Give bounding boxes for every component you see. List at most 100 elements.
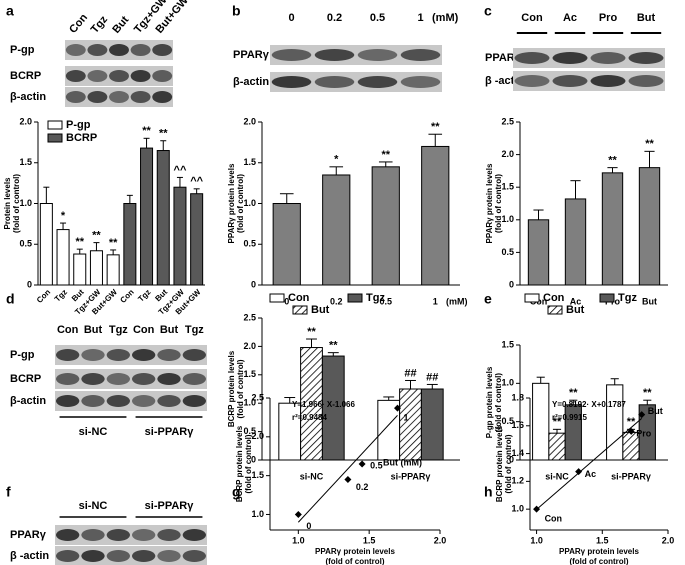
significance-label: ** <box>159 128 168 140</box>
blot-band <box>514 75 550 87</box>
lane-label: Tgz <box>89 13 111 36</box>
group-label: si-PPARγ <box>145 500 195 512</box>
bar <box>638 404 656 461</box>
bar <box>601 172 624 286</box>
blot-band <box>56 395 80 407</box>
y-tick-label: 0.5 <box>243 239 256 249</box>
blot-band <box>152 70 173 82</box>
blot-band <box>56 373 80 385</box>
bar <box>548 432 566 461</box>
legend-label: But <box>311 304 330 316</box>
significance-label: * <box>334 154 339 166</box>
bar <box>527 219 550 286</box>
significance-label: ## <box>426 371 438 383</box>
y-axis-label: (fold of control) <box>494 373 503 432</box>
panel-label: c <box>484 3 492 19</box>
y-tick-label: 0 <box>509 454 514 464</box>
legend-label: Tgz <box>366 292 385 304</box>
point-label: Pro <box>636 429 652 439</box>
data-point <box>575 468 583 476</box>
data-point <box>294 510 302 518</box>
data-point <box>638 411 646 419</box>
blot-band <box>81 373 105 385</box>
bar <box>532 382 550 461</box>
row-label: β -actin <box>10 550 49 562</box>
legend-label: Con <box>288 292 310 304</box>
point-label: 0.5 <box>370 460 383 470</box>
y-tick-label: 1.0 <box>501 214 514 224</box>
bar <box>89 250 103 286</box>
point-label: Con <box>545 514 563 524</box>
y-tick-label: 1.0 <box>243 398 256 408</box>
significance-label: ** <box>142 125 151 137</box>
y-tick-label: 1.4 <box>511 448 524 458</box>
blot-band <box>132 395 156 407</box>
point-label: 0.2 <box>356 482 369 492</box>
bar <box>73 253 87 286</box>
blot-band <box>130 91 151 103</box>
blot-band <box>400 76 441 88</box>
blot-band <box>400 49 441 61</box>
bar <box>321 355 345 461</box>
point-label: 1 <box>404 412 409 422</box>
blot-strip <box>270 45 442 65</box>
y-tick-label: 0.5 <box>19 239 32 249</box>
x-tick-label: Tgz <box>53 288 69 304</box>
y-tick-label: 1.5 <box>501 339 514 349</box>
fit-r2: r²=0.9915 <box>552 413 587 422</box>
blot-band <box>182 529 206 541</box>
y-axis-label: Protein levels <box>3 177 12 230</box>
blot-band <box>109 91 129 103</box>
blot-band <box>357 49 398 61</box>
lane-label: 1 <box>417 12 423 24</box>
row-label: β-actin <box>10 395 46 407</box>
legend-label: Con <box>543 292 565 304</box>
y-tick-label: 1.0 <box>243 198 256 208</box>
blot-band <box>182 550 206 562</box>
fit-equation: Y=1.966· X-1.066 <box>292 400 355 409</box>
fit-r2: r²=0.9484 <box>292 413 327 422</box>
blot-band <box>628 52 664 64</box>
blot-band <box>132 529 156 541</box>
y-tick-label: 2.0 <box>243 341 256 351</box>
significance-label: ** <box>645 138 654 150</box>
y-tick-label: 1.5 <box>501 182 514 192</box>
bar <box>371 166 400 286</box>
legend-swatch <box>269 293 285 303</box>
blot-band <box>314 49 355 61</box>
blot-band <box>56 550 80 562</box>
legend-label: BCRP <box>66 132 97 144</box>
legend-swatch <box>47 120 63 130</box>
blot-band <box>552 52 588 64</box>
significance-label: ** <box>109 237 118 249</box>
legend-swatch <box>47 133 63 143</box>
blot-band <box>87 44 108 56</box>
x-tick-label: 1.0 <box>530 535 543 545</box>
blot-band <box>157 529 181 541</box>
y-tick-label: 0 <box>251 454 256 464</box>
x-tick-label: si-PPARγ <box>391 471 431 481</box>
lane-label: Pro <box>599 12 618 24</box>
x-axis-label: (fold of control) <box>569 557 628 565</box>
blot-band <box>65 44 86 56</box>
blot-band <box>157 395 181 407</box>
data-point <box>627 427 635 435</box>
bar <box>421 145 450 286</box>
y-tick-label: 2.0 <box>243 116 256 126</box>
point-label: Ac <box>585 469 597 479</box>
legend-swatch <box>599 293 615 303</box>
bar <box>564 404 582 461</box>
row-label: PPARγ <box>233 49 270 61</box>
row-label: BCRP <box>10 70 41 82</box>
row-label: P-gp <box>10 44 35 56</box>
blot-band <box>590 52 626 64</box>
y-tick-label: 1.2 <box>511 476 524 486</box>
blot-strip <box>270 72 442 92</box>
blot-band <box>271 49 312 61</box>
lane-label: Con <box>133 324 155 336</box>
x-tick-label: But <box>642 296 657 306</box>
fit-line <box>297 415 398 523</box>
y-axis-label: (fold of control) <box>244 434 253 493</box>
y-tick-label: 0.5 <box>501 247 514 257</box>
